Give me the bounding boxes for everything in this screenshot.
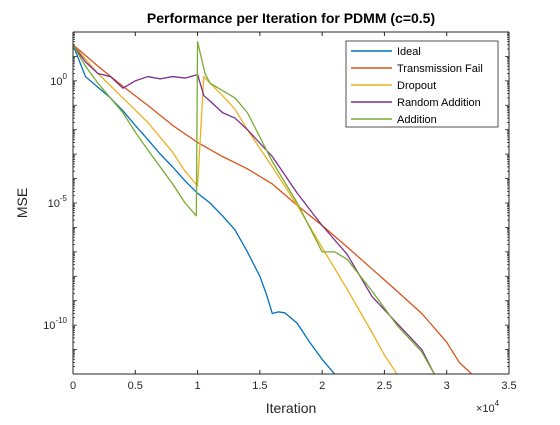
x-tick-label: 0 bbox=[70, 380, 76, 392]
x-axis-title: Iteration bbox=[266, 400, 317, 416]
x-tick-label: 3.5 bbox=[501, 380, 516, 392]
series-lines bbox=[73, 41, 473, 374]
legend-label: Addition bbox=[397, 114, 437, 126]
y-tick-label: 10-5 bbox=[48, 194, 68, 210]
series-line-transmission-fail bbox=[73, 44, 473, 374]
x-tick-label: 1 bbox=[195, 380, 201, 392]
series-line-addition bbox=[73, 41, 435, 374]
legend-box bbox=[345, 40, 499, 128]
x-axis-multiplier-base: ×10 bbox=[476, 403, 495, 415]
x-tick-label: 2 bbox=[319, 380, 325, 392]
legend-label: Ideal bbox=[397, 46, 421, 58]
x-axis-multiplier-exponent: 4 bbox=[495, 399, 500, 408]
y-tick-label-base: 10 bbox=[48, 198, 60, 210]
legend-label: Transmission Fail bbox=[397, 63, 483, 75]
chart-title: Performance per Iteration for PDMM (c=0.… bbox=[147, 10, 435, 26]
y-tick-label: 100 bbox=[50, 72, 67, 88]
legend-label: Dropout bbox=[397, 80, 436, 92]
y-axis-title: MSE bbox=[14, 188, 30, 218]
series-line-dropout bbox=[73, 44, 398, 374]
x-tick-label: 0.5 bbox=[128, 380, 143, 392]
y-tick-label-base: 10 bbox=[43, 320, 55, 332]
series-line-random-addition bbox=[73, 44, 435, 374]
y-tick-label-base: 10 bbox=[50, 76, 62, 88]
y-tick-label: 10-10 bbox=[43, 316, 67, 332]
x-tick-label: 1.5 bbox=[252, 380, 267, 392]
y-tick-label-exponent: 0 bbox=[63, 72, 68, 81]
x-axis-multiplier: ×104 bbox=[476, 399, 500, 415]
legend-label: Random Addition bbox=[397, 97, 481, 109]
x-tick-label: 3 bbox=[444, 380, 450, 392]
y-tick-label-exponent: -5 bbox=[60, 194, 68, 203]
series-line-ideal bbox=[73, 44, 336, 374]
legend: Ideal Transmission Fail Dropout Random Addi… bbox=[345, 40, 499, 128]
x-tick-label: 2.5 bbox=[377, 380, 392, 392]
y-tick-label-exponent: -10 bbox=[55, 316, 67, 325]
